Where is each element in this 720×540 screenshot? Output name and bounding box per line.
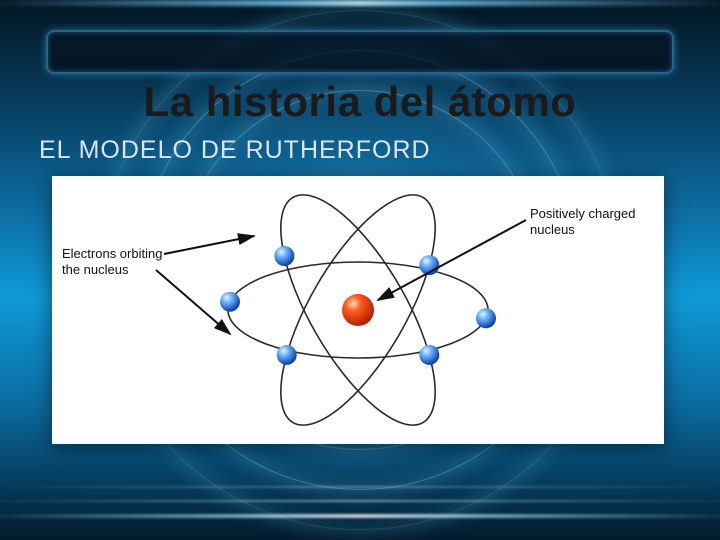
nucleus: [342, 294, 374, 326]
bg-streak: [0, 500, 720, 502]
label-electrons-line1: Electrons orbiting: [62, 246, 162, 261]
title-placeholder-frame: [46, 30, 674, 74]
annotation-arrow: [164, 236, 254, 254]
label-nucleus: Positively charged nucleus: [530, 206, 636, 237]
electron: [476, 308, 496, 328]
electron-group-front: [274, 246, 496, 328]
annotation-arrow: [156, 270, 230, 334]
bg-streak-top: [0, 0, 720, 6]
label-nucleus-line2: nucleus: [530, 222, 575, 237]
electron: [274, 246, 294, 266]
diagram-panel: Electrons orbiting the nucleus Positivel…: [52, 176, 664, 444]
bg-streak: [0, 486, 720, 488]
label-electrons: Electrons orbiting the nucleus: [62, 246, 162, 277]
label-electrons-line2: the nucleus: [62, 262, 129, 277]
electron: [277, 345, 297, 365]
annotation-arrow: [378, 220, 526, 300]
bg-streak: [0, 514, 720, 518]
slide-subtitle: EL MODELO DE RUTHERFORD: [39, 136, 431, 165]
label-nucleus-line1: Positively charged: [530, 206, 636, 221]
annotation-arrows: [156, 220, 526, 334]
slide-title: La historia del átomo: [144, 78, 577, 126]
electron: [419, 345, 439, 365]
electron: [220, 292, 240, 312]
